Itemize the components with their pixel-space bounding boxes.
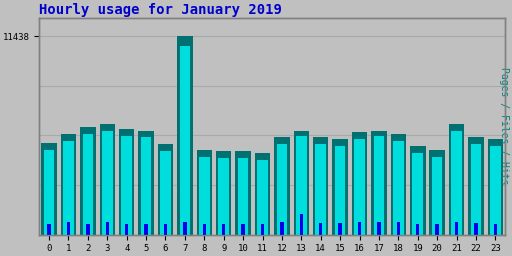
Bar xyxy=(300,214,303,234)
Bar xyxy=(80,127,96,234)
Bar xyxy=(449,124,464,234)
Bar xyxy=(490,146,501,234)
Bar xyxy=(125,224,129,234)
Bar xyxy=(99,124,115,234)
Bar xyxy=(354,139,365,234)
Bar xyxy=(102,131,113,234)
Bar xyxy=(377,222,381,234)
Bar xyxy=(412,153,423,234)
Bar xyxy=(474,223,478,234)
Bar xyxy=(455,222,458,234)
Bar xyxy=(47,224,51,234)
Bar xyxy=(197,150,212,234)
Bar xyxy=(358,222,361,234)
Bar xyxy=(164,224,167,234)
Bar xyxy=(280,222,284,234)
Bar xyxy=(255,153,270,234)
Bar xyxy=(144,224,148,234)
Bar xyxy=(257,160,268,234)
Bar xyxy=(374,136,385,234)
Bar xyxy=(352,132,367,234)
Bar xyxy=(332,139,348,234)
Bar xyxy=(315,144,326,234)
Bar xyxy=(119,129,135,234)
Bar xyxy=(471,144,481,234)
Bar xyxy=(219,158,229,234)
Bar xyxy=(241,224,245,234)
Bar xyxy=(276,144,287,234)
Bar xyxy=(261,224,264,234)
Bar xyxy=(451,131,462,234)
Bar xyxy=(435,224,439,234)
Bar xyxy=(82,134,93,234)
Bar xyxy=(416,224,419,234)
Bar xyxy=(222,224,225,234)
Bar xyxy=(410,146,425,234)
Bar xyxy=(468,137,484,234)
Bar xyxy=(274,137,290,234)
Bar xyxy=(430,150,445,234)
Bar xyxy=(180,46,190,234)
Bar xyxy=(293,131,309,234)
Bar xyxy=(63,141,74,234)
Bar xyxy=(236,151,251,234)
Bar xyxy=(177,36,193,234)
Bar xyxy=(319,223,323,234)
Bar xyxy=(199,156,209,234)
Y-axis label: Pages / Files / Hits: Pages / Files / Hits xyxy=(499,68,509,185)
Bar xyxy=(183,222,187,234)
Bar xyxy=(44,150,54,234)
Bar xyxy=(393,141,403,234)
Bar xyxy=(203,224,206,234)
Bar xyxy=(138,131,154,234)
Bar xyxy=(67,222,70,234)
Bar xyxy=(338,223,342,234)
Bar xyxy=(41,143,57,234)
Bar xyxy=(432,156,442,234)
Bar xyxy=(335,146,346,234)
Bar xyxy=(313,137,329,234)
Bar xyxy=(158,144,173,234)
Bar xyxy=(61,134,76,234)
Text: Hourly usage for January 2019: Hourly usage for January 2019 xyxy=(39,3,282,17)
Bar xyxy=(487,139,503,234)
Bar xyxy=(391,134,406,234)
Bar xyxy=(121,136,132,234)
Bar xyxy=(238,158,248,234)
Bar xyxy=(86,224,90,234)
Bar xyxy=(397,222,400,234)
Bar xyxy=(141,137,152,234)
Bar xyxy=(296,136,307,234)
Bar xyxy=(105,222,109,234)
Bar xyxy=(371,131,387,234)
Bar xyxy=(160,151,171,234)
Bar xyxy=(216,151,231,234)
Bar xyxy=(494,224,497,234)
